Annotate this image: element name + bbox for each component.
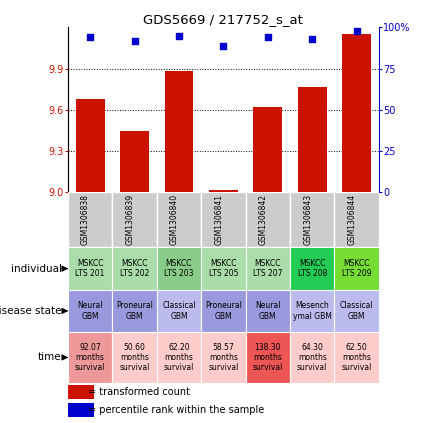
Text: 92.07
months
survival: 92.07 months survival	[75, 343, 105, 372]
Text: GSM1306841: GSM1306841	[214, 194, 223, 245]
Text: GSM1306843: GSM1306843	[303, 194, 312, 245]
Text: 62.50
months
survival: 62.50 months survival	[342, 343, 372, 372]
Bar	[201, 247, 246, 290]
Point	[87, 34, 94, 41]
Text: disease state: disease state	[0, 306, 62, 316]
Text: GSM1306844: GSM1306844	[348, 194, 357, 245]
Point	[309, 36, 316, 42]
Point	[264, 34, 271, 41]
Bar	[246, 247, 290, 290]
Text: Proneural
GBM: Proneural GBM	[205, 301, 242, 321]
Text: = transformed count: = transformed count	[88, 387, 190, 397]
Bar	[157, 332, 201, 383]
Text: Neural
GBM: Neural GBM	[78, 301, 103, 321]
Bar	[68, 385, 94, 399]
Text: MSKCC
LTS 207: MSKCC LTS 207	[253, 259, 283, 278]
Bar	[157, 192, 201, 247]
Bar	[157, 247, 201, 290]
Bar	[253, 107, 282, 192]
Text: 138.30
months
survival: 138.30 months survival	[253, 343, 283, 372]
Bar	[290, 332, 335, 383]
Bar	[157, 290, 201, 332]
Point	[220, 42, 227, 49]
Text: MSKCC
LTS 205: MSKCC LTS 205	[208, 259, 238, 278]
Bar	[68, 290, 112, 332]
Text: MSKCC
LTS 203: MSKCC LTS 203	[164, 259, 194, 278]
Point	[176, 33, 183, 39]
Title: GDS5669 / 217752_s_at: GDS5669 / 217752_s_at	[143, 14, 304, 26]
Bar	[76, 99, 105, 192]
Bar	[165, 71, 194, 192]
Bar	[201, 290, 246, 332]
Text: Proneural
GBM: Proneural GBM	[116, 301, 153, 321]
Text: MSKCC
LTS 202: MSKCC LTS 202	[120, 259, 149, 278]
Bar	[112, 192, 157, 247]
Text: = percentile rank within the sample: = percentile rank within the sample	[88, 405, 265, 415]
Text: Mesench
ymal GBM: Mesench ymal GBM	[293, 301, 332, 321]
Text: MSKCC
LTS 208: MSKCC LTS 208	[297, 259, 327, 278]
Bar	[246, 332, 290, 383]
Bar	[68, 332, 112, 383]
Text: MSKCC
LTS 201: MSKCC LTS 201	[75, 259, 105, 278]
Bar	[68, 192, 112, 247]
Text: individual: individual	[11, 264, 62, 274]
Bar	[209, 190, 238, 192]
Text: Classical
GBM: Classical GBM	[162, 301, 196, 321]
Bar	[201, 192, 246, 247]
Text: 64.30
months
survival: 64.30 months survival	[297, 343, 328, 372]
Text: 62.20
months
survival: 62.20 months survival	[164, 343, 194, 372]
Bar	[290, 192, 335, 247]
Bar	[112, 290, 157, 332]
Text: 50.60
months
survival: 50.60 months survival	[119, 343, 150, 372]
Text: MSKCC
LTS 209: MSKCC LTS 209	[342, 259, 371, 278]
Text: GSM1306840: GSM1306840	[170, 194, 179, 245]
Bar	[290, 247, 335, 290]
Bar	[298, 87, 327, 192]
Bar	[246, 192, 290, 247]
Point	[353, 27, 360, 34]
Bar	[335, 332, 379, 383]
Bar	[342, 34, 371, 192]
Bar	[201, 332, 246, 383]
Text: GSM1306838: GSM1306838	[81, 194, 90, 245]
Text: time: time	[38, 352, 62, 363]
Bar	[335, 290, 379, 332]
Bar	[335, 247, 379, 290]
Bar	[290, 290, 335, 332]
Text: 58.57
months
survival: 58.57 months survival	[208, 343, 239, 372]
Bar	[112, 332, 157, 383]
Text: Classical
GBM: Classical GBM	[340, 301, 374, 321]
Text: GSM1306839: GSM1306839	[126, 194, 134, 245]
Text: Neural
GBM: Neural GBM	[255, 301, 281, 321]
Bar	[246, 290, 290, 332]
Bar	[120, 131, 149, 192]
Bar	[68, 403, 94, 417]
Bar	[112, 247, 157, 290]
Text: GSM1306842: GSM1306842	[259, 194, 268, 245]
Bar	[68, 247, 112, 290]
Point	[131, 37, 138, 44]
Bar	[335, 192, 379, 247]
